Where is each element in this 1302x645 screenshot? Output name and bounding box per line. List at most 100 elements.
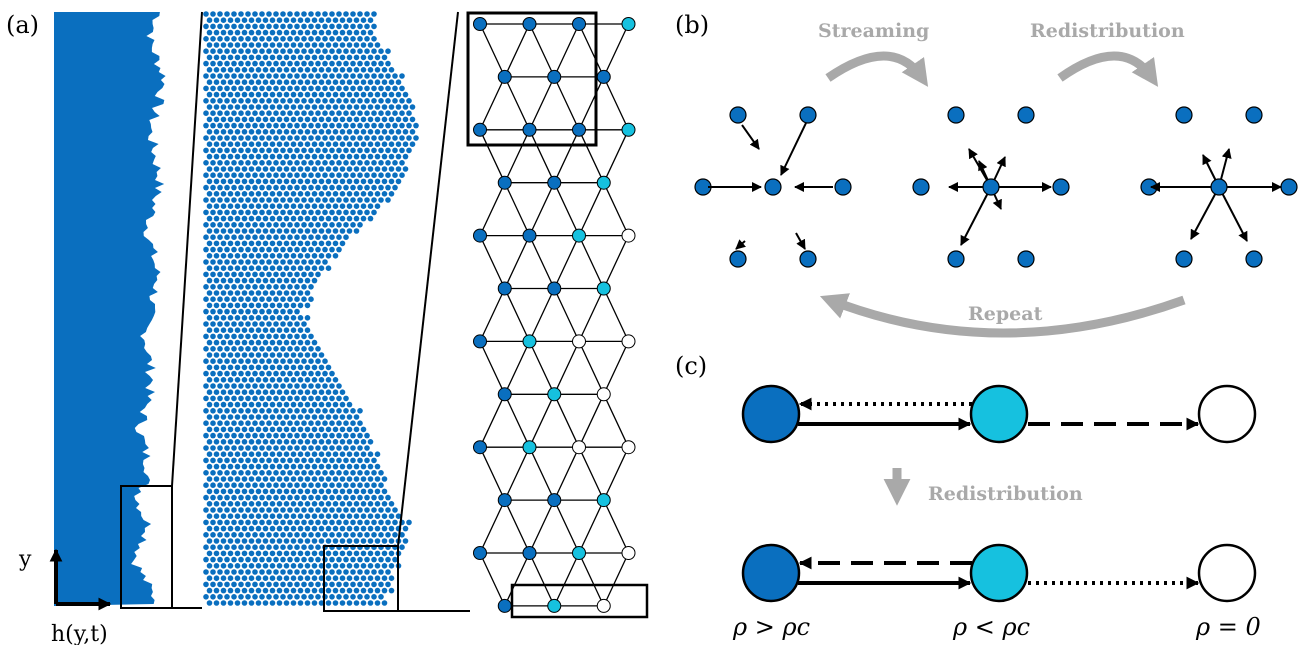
state-label-sparse: ρ < ρc <box>952 613 1030 641</box>
particle-dot <box>283 104 290 110</box>
particle-dot <box>238 556 244 563</box>
particle-dot <box>224 395 230 402</box>
particle-dot <box>385 135 391 141</box>
particle-dot <box>304 104 311 110</box>
particle-dot <box>210 420 216 427</box>
particle-dot <box>329 234 335 240</box>
particle-dot <box>350 556 356 563</box>
particle-dot <box>234 550 241 557</box>
particle-dot <box>227 600 234 606</box>
particle-dot <box>350 98 356 104</box>
particle-dot <box>339 488 346 495</box>
particle-dot <box>280 395 286 402</box>
particle-dot <box>241 29 248 36</box>
particle-dot <box>206 240 213 247</box>
particle-dot <box>315 581 321 588</box>
particle-dot <box>315 494 321 501</box>
panel-label-b: (b) <box>675 11 709 39</box>
particle-dot <box>297 525 304 532</box>
particle-dot <box>364 110 370 116</box>
particle-dot <box>374 116 381 123</box>
particle-dot <box>220 17 227 24</box>
particle-dot <box>353 178 360 185</box>
particle-dot <box>402 104 409 110</box>
particle-dot <box>371 482 377 489</box>
particle-dot <box>220 203 227 209</box>
particle-dot <box>252 556 258 563</box>
particle-dot <box>318 538 325 544</box>
particle-dot <box>248 550 255 557</box>
lattice-node <box>547 281 562 296</box>
particle-dot <box>360 178 367 185</box>
particle-dot <box>332 42 339 48</box>
particle-dot <box>336 135 342 141</box>
particle-dot <box>238 246 244 253</box>
particle-dot <box>336 85 342 92</box>
particle-dot <box>227 302 234 309</box>
particle-dot <box>248 513 255 519</box>
particle-dot <box>360 587 367 594</box>
particle-dot <box>287 197 293 203</box>
particle-dot <box>217 519 223 526</box>
particle-dot <box>374 538 381 544</box>
particle-dot <box>269 488 276 495</box>
particle-dot <box>381 67 388 73</box>
particle-dot <box>234 104 241 110</box>
particle-dot <box>252 519 258 526</box>
particle-dot <box>248 439 255 445</box>
particle-dot <box>322 432 328 439</box>
particle-dot <box>343 160 349 166</box>
particle-dot <box>308 85 314 92</box>
particle-dot <box>322 11 328 17</box>
particle-dot <box>367 178 374 185</box>
particle-dot <box>308 135 314 141</box>
lattice-node <box>522 334 537 349</box>
particle-dot <box>269 153 276 160</box>
particle-dot <box>364 507 370 513</box>
particle-dot <box>266 98 272 104</box>
particle-dot <box>290 501 297 507</box>
particle-dot <box>227 463 234 470</box>
particle-dot <box>395 129 402 135</box>
particle-dot <box>213 79 220 85</box>
particle-dot <box>287 333 293 340</box>
particle-dot <box>346 67 353 73</box>
particle-dot <box>353 129 360 135</box>
particle-dot <box>238 172 244 178</box>
particle-dot <box>238 160 244 166</box>
particle-dot <box>234 116 241 123</box>
particle-dot <box>364 209 370 216</box>
particle-dot <box>339 203 346 209</box>
particle-dot <box>227 488 234 495</box>
particle-dot <box>304 116 311 123</box>
particle-dot <box>367 575 374 581</box>
particle-dot <box>318 153 325 160</box>
particle-dot <box>238 234 244 240</box>
particle-dot <box>213 129 220 135</box>
particle-dot <box>234 575 241 581</box>
particle-dot <box>255 67 262 73</box>
particle-dot <box>287 432 293 439</box>
particle-dot <box>364 36 370 42</box>
particle-dot <box>308 457 314 464</box>
particle-dot <box>297 364 304 371</box>
particle-dot <box>346 42 353 48</box>
particle-dot <box>248 600 255 606</box>
particle-dot <box>318 563 325 569</box>
particle-dot <box>227 389 234 396</box>
particle-dot <box>301 569 307 575</box>
particle-dot <box>224 544 230 550</box>
particle-dot <box>213 414 220 420</box>
particle-dot <box>346 141 353 147</box>
particle-dot <box>297 228 304 234</box>
particle-dot <box>332 463 339 470</box>
particle-dot <box>213 240 220 247</box>
particle-dot <box>241 240 248 247</box>
particle-dot <box>329 445 335 451</box>
particle-dot <box>241 513 248 519</box>
particle-dot <box>238 48 244 54</box>
particle-dot <box>217 36 223 42</box>
particle-dot <box>325 104 332 110</box>
particle-dot <box>231 110 237 116</box>
particle-dot <box>301 209 307 216</box>
